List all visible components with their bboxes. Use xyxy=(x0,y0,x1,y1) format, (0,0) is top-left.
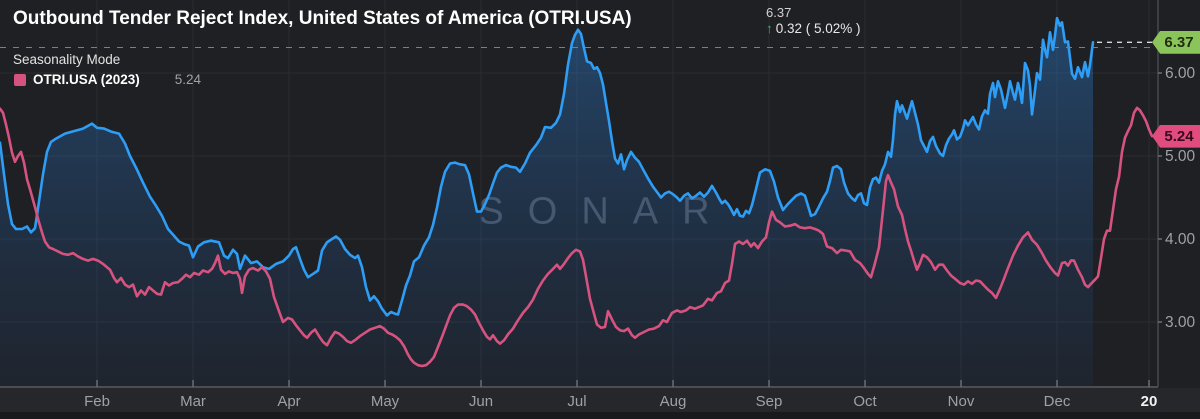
chart-title: Outbound Tender Reject Index, United Sta… xyxy=(13,8,632,29)
x-axis-label: Sep xyxy=(756,393,783,410)
series-line-current xyxy=(0,16,1095,317)
header-dashed-separator xyxy=(0,47,1200,48)
x-axis-label: Feb xyxy=(84,393,110,410)
legend-swatch xyxy=(14,73,26,86)
legend-series-value: 5.24 xyxy=(174,72,202,87)
change-readout: ↑ 0.32 ( 5.02% ) xyxy=(766,21,861,36)
x-axis-label: Apr xyxy=(277,393,300,410)
bottom-band xyxy=(0,412,1200,419)
x-axis-label-strip xyxy=(0,388,1200,412)
y-axis-label: 3.00 xyxy=(1165,314,1196,331)
x-axis-label: Jun xyxy=(469,393,493,410)
y-axis-label: 4.00 xyxy=(1165,231,1196,248)
x-axis-label: 20 xyxy=(1141,393,1158,410)
seasonal-value-badge: 5.24 xyxy=(1152,124,1200,148)
series-line-seasonal xyxy=(0,106,1154,368)
x-axis-label: Mar xyxy=(180,393,206,410)
y-axis-label: 5.00 xyxy=(1165,148,1196,165)
legend[interactable]: OTRI.USA (2023) 5.24 xyxy=(14,72,201,87)
x-axis-label: Oct xyxy=(853,393,877,410)
x-axis-label: Jul xyxy=(567,393,586,410)
x-axis-label: Nov xyxy=(948,393,975,410)
x-axis-label: Dec xyxy=(1044,393,1071,410)
x-axis-label: May xyxy=(371,393,400,410)
change-up-arrow-icon: ↑ xyxy=(766,21,773,36)
legend-series-label: OTRI.USA (2023) xyxy=(33,72,140,87)
x-axis-label: Aug xyxy=(660,393,687,410)
y-axis-label: 6.00 xyxy=(1165,65,1196,82)
seasonality-mode-label: Seasonality Mode xyxy=(13,52,121,67)
current-value-badge: 6.37 xyxy=(1152,30,1200,54)
change-text: 0.32 ( 5.02% ) xyxy=(775,21,861,36)
last-value-readout: 6.37 xyxy=(766,5,792,20)
